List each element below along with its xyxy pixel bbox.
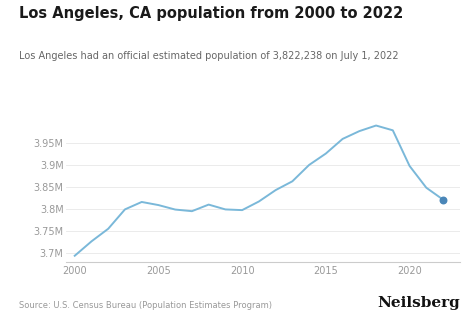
Text: Neilsberg: Neilsberg [377, 296, 460, 310]
Text: Los Angeles, CA population from 2000 to 2022: Los Angeles, CA population from 2000 to … [19, 6, 403, 21]
Text: Source: U.S. Census Bureau (Population Estimates Program): Source: U.S. Census Bureau (Population E… [19, 301, 272, 310]
Point [439, 197, 447, 202]
Text: Los Angeles had an official estimated population of 3,822,238 on July 1, 2022: Los Angeles had an official estimated po… [19, 51, 399, 61]
